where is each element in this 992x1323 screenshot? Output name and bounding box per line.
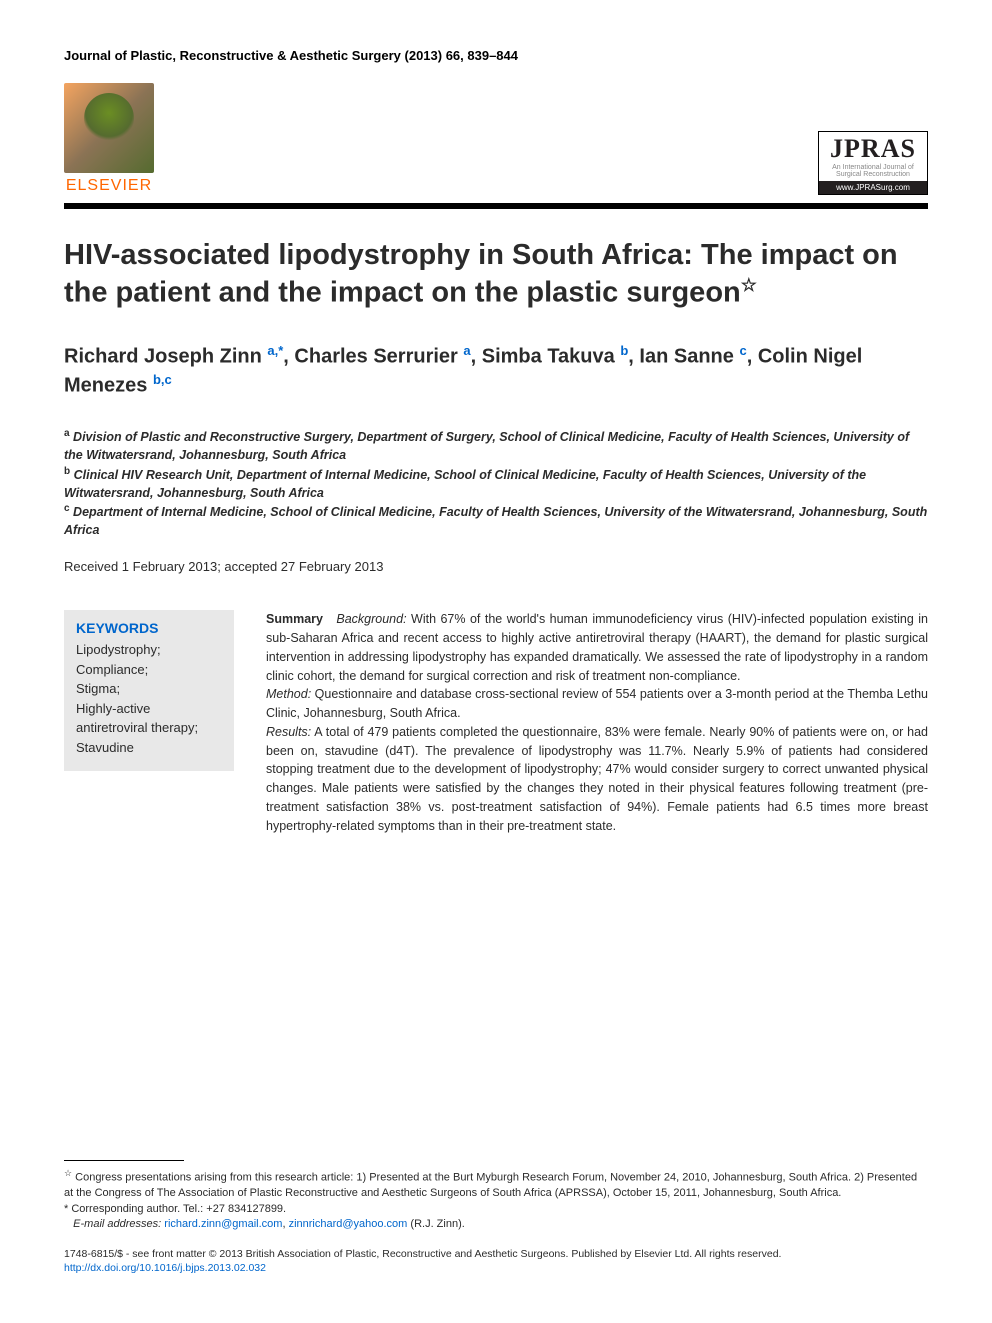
email-link-2[interactable]: zinnrichard@yahoo.com xyxy=(289,1218,408,1230)
jpras-logo: JPRAS An International Journal of Surgic… xyxy=(818,131,928,195)
author: Ian Sanne xyxy=(639,346,733,368)
journal-citation-header: Journal of Plastic, Reconstructive & Aes… xyxy=(64,48,928,63)
footnote-corresponding: * Corresponding author. Tel.: +27 834127… xyxy=(64,1202,928,1217)
keywords-summary-row: KEYWORDS Lipodystrophy; Compliance; Stig… xyxy=(64,610,928,835)
author: Simba Takuva xyxy=(482,346,615,368)
summary-results-text: A total of 479 patients completed the qu… xyxy=(266,725,928,833)
affiliation-c: c Department of Internal Medicine, Schoo… xyxy=(64,502,928,539)
copyright-block: 1748-6815/$ - see front matter © 2013 Br… xyxy=(64,1247,928,1275)
affiliation-a-text: Division of Plastic and Reconstructive S… xyxy=(64,430,909,462)
summary-label: Summary xyxy=(266,612,323,626)
footnote-congress: ☆ Congress presentations arising from th… xyxy=(64,1167,928,1201)
summary-method-text: Questionnaire and database cross-section… xyxy=(266,687,928,720)
footnote-star-icon: ☆ xyxy=(64,1168,72,1178)
horizontal-rule-thick xyxy=(64,203,928,209)
footnotes-block: ☆ Congress presentations arising from th… xyxy=(64,1160,928,1275)
affiliation-b: b Clinical HIV Research Unit, Department… xyxy=(64,465,928,502)
author-aff: a xyxy=(463,343,470,358)
author-aff: b,c xyxy=(153,372,172,387)
affiliation-c-text: Department of Internal Medicine, School … xyxy=(64,505,927,537)
author: Charles Serrurier xyxy=(294,346,457,368)
elsevier-logo: ELSEVIER xyxy=(64,83,154,195)
author: Richard Joseph Zinn xyxy=(64,346,262,368)
summary-block: Summary Background: With 67% of the worl… xyxy=(266,610,928,835)
footnote-congress-text: Congress presentations arising from this… xyxy=(64,1172,917,1199)
summary-results-label: Results: xyxy=(266,725,311,739)
article-dates: Received 1 February 2013; accepted 27 Fe… xyxy=(64,559,928,574)
email-link-1[interactable]: richard.zinn@gmail.com xyxy=(164,1218,282,1230)
jpras-url: www.JPRASurg.com xyxy=(819,181,927,194)
doi-link[interactable]: http://dx.doi.org/10.1016/j.bjps.2013.02… xyxy=(64,1262,266,1274)
affiliations-block: a Division of Plastic and Reconstructive… xyxy=(64,427,928,539)
footnote-rule xyxy=(64,1160,184,1161)
author-aff: b xyxy=(620,343,628,358)
keywords-box: KEYWORDS Lipodystrophy; Compliance; Stig… xyxy=(64,610,234,771)
keywords-heading: KEYWORDS xyxy=(76,620,222,636)
email-label: E-mail addresses: xyxy=(73,1218,161,1230)
article-title: HIV-associated lipodystrophy in South Af… xyxy=(64,237,928,312)
authors-block: Richard Joseph Zinn a,*, Charles Serruri… xyxy=(64,342,928,399)
author-aff: a,* xyxy=(267,343,283,358)
footnote-email: E-mail addresses: richard.zinn@gmail.com… xyxy=(64,1217,928,1232)
summary-method-label: Method: xyxy=(266,687,311,701)
elsevier-wordmark: ELSEVIER xyxy=(66,177,152,195)
author-aff: c xyxy=(739,343,746,358)
email-tail: (R.J. Zinn). xyxy=(407,1218,464,1230)
logos-row: ELSEVIER JPRAS An International Journal … xyxy=(64,83,928,195)
summary-background-label: Background: xyxy=(336,612,406,626)
affiliation-b-text: Clinical HIV Research Unit, Department o… xyxy=(64,468,866,500)
article-title-text: HIV-associated lipodystrophy in South Af… xyxy=(64,239,898,309)
elsevier-tree-icon xyxy=(64,83,154,173)
title-footnote-star: ☆ xyxy=(741,275,757,295)
affiliation-a: a Division of Plastic and Reconstructive… xyxy=(64,427,928,464)
jpras-subtitle: An International Journal of Surgical Rec… xyxy=(823,164,923,179)
keywords-list: Lipodystrophy; Compliance; Stigma; Highl… xyxy=(76,640,222,757)
jpras-title: JPRAS xyxy=(823,136,923,162)
copyright-line: 1748-6815/$ - see front matter © 2013 Br… xyxy=(64,1247,928,1261)
